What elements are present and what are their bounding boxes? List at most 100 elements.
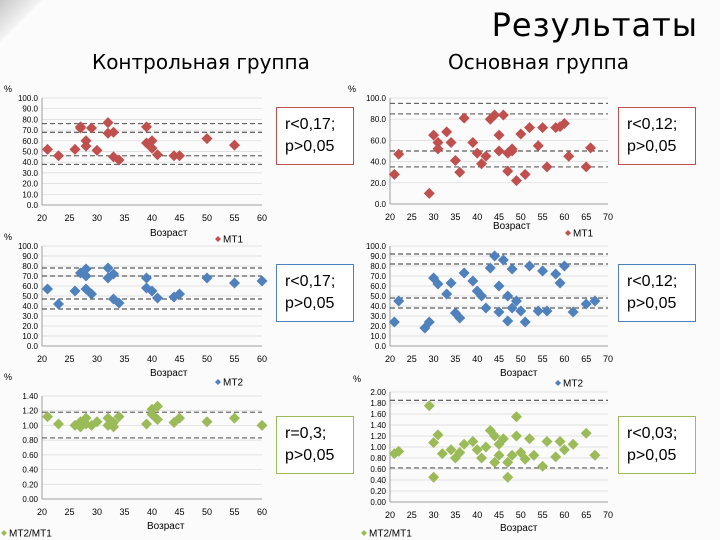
- data-point: [174, 288, 185, 300]
- data-point: [476, 452, 488, 464]
- data-point: [541, 161, 553, 173]
- x-tick-label: 65: [581, 212, 591, 222]
- y-tick-label: 0.20: [370, 487, 386, 496]
- data-point: [445, 277, 457, 289]
- data-point: [108, 126, 119, 138]
- y-tick-label: 0.80: [22, 436, 38, 445]
- data-point: [432, 137, 444, 149]
- x-tick-label: 70: [603, 212, 613, 222]
- data-point: [528, 449, 540, 461]
- y-tick-label: 100.0: [366, 94, 387, 103]
- data-point: [146, 285, 158, 297]
- data-point: [502, 471, 514, 483]
- legend-label: МТ1: [223, 235, 243, 246]
- y-tick-label: 70.0: [22, 272, 38, 281]
- data-point: [388, 168, 400, 180]
- data-point: [493, 306, 505, 318]
- y-tick-label: 30.0: [22, 312, 38, 321]
- data-point: [471, 444, 483, 456]
- data-point: [80, 270, 92, 282]
- x-tick-label: 40: [472, 354, 482, 364]
- y-tick-label: 0.0: [27, 201, 39, 210]
- data-point: [515, 128, 527, 140]
- y-axis-label: %: [4, 372, 12, 382]
- data-point: [42, 283, 53, 295]
- y-tick-label: 1.80: [370, 399, 386, 408]
- data-point: [567, 306, 579, 318]
- group-title-control: Контрольная группа: [92, 50, 310, 74]
- x-tick-label: 70: [603, 510, 613, 520]
- data-point: [141, 272, 152, 284]
- data-point: [510, 295, 522, 307]
- x-tick-label: 35: [450, 212, 460, 222]
- data-point: [502, 456, 514, 468]
- data-point: [476, 158, 488, 170]
- data-point: [515, 305, 527, 317]
- y-tick-label: 1.00: [22, 421, 38, 430]
- y-tick-label: 80.0: [370, 262, 386, 271]
- y-tick-label: 100.0: [18, 94, 39, 103]
- data-point: [467, 137, 479, 149]
- data-point: [441, 288, 453, 300]
- x-tick-label: 55: [229, 213, 239, 223]
- data-point: [519, 316, 531, 328]
- data-point: [502, 315, 514, 327]
- data-point: [510, 430, 522, 442]
- data-point: [480, 302, 492, 314]
- x-tick-label: 50: [202, 507, 212, 517]
- data-point: [489, 250, 501, 262]
- data-point: [146, 135, 158, 147]
- data-point: [428, 471, 440, 483]
- x-tick-label: 40: [147, 354, 157, 364]
- data-point: [86, 288, 97, 300]
- x-tick-label: 55: [538, 354, 548, 364]
- data-point: [141, 418, 152, 430]
- x-tick-label: 70: [603, 354, 613, 364]
- x-tick-label: 60: [559, 354, 569, 364]
- x-tick-label: 60: [257, 354, 267, 364]
- y-tick-label: 60.0: [370, 136, 386, 145]
- x-axis-label: Возраст: [500, 523, 538, 534]
- legend-label: МТ2/МТ1: [369, 529, 412, 540]
- data-point: [506, 449, 518, 461]
- x-tick-label: 20: [37, 354, 47, 364]
- y-tick-label: 0.40: [370, 476, 386, 485]
- x-tick-label: 25: [64, 507, 74, 517]
- y-tick-label: 70.0: [22, 126, 38, 135]
- data-point: [108, 268, 119, 280]
- data-point: [493, 129, 505, 141]
- x-tick-label: 65: [581, 510, 591, 520]
- data-point: [86, 122, 97, 134]
- y-tick-label: 80.0: [22, 115, 38, 124]
- x-tick-label: 25: [64, 354, 74, 364]
- y-tick-label: 0.80: [370, 454, 386, 463]
- x-tick-label: 55: [538, 510, 548, 520]
- x-tick-label: 45: [174, 213, 184, 223]
- data-point: [432, 143, 444, 155]
- x-axis-label: Возраст: [150, 368, 188, 379]
- data-point: [550, 268, 562, 280]
- data-point: [502, 165, 514, 177]
- x-tick-label: 55: [538, 212, 548, 222]
- data-point: [567, 438, 579, 450]
- y-tick-label: 10.0: [370, 332, 386, 341]
- x-tick-label: 40: [472, 212, 482, 222]
- data-point: [393, 295, 405, 307]
- x-tick-label: 35: [119, 213, 129, 223]
- x-tick-label: 50: [516, 354, 526, 364]
- data-point: [174, 412, 185, 424]
- y-tick-label: 20.0: [22, 322, 38, 331]
- data-point: [108, 421, 119, 433]
- y-tick-label: 30.0: [22, 169, 38, 178]
- y-tick-label: 1.20: [370, 432, 386, 441]
- y-axis-label: %: [348, 84, 356, 94]
- legend-label: МТ2: [563, 379, 583, 390]
- data-point: [537, 265, 549, 277]
- data-point: [493, 280, 505, 292]
- data-point: [91, 144, 103, 156]
- data-point: [423, 316, 435, 328]
- stat-box-main-mt1: r<0,12; p>0,05: [618, 107, 696, 165]
- data-point: [113, 154, 125, 166]
- data-point: [563, 150, 575, 162]
